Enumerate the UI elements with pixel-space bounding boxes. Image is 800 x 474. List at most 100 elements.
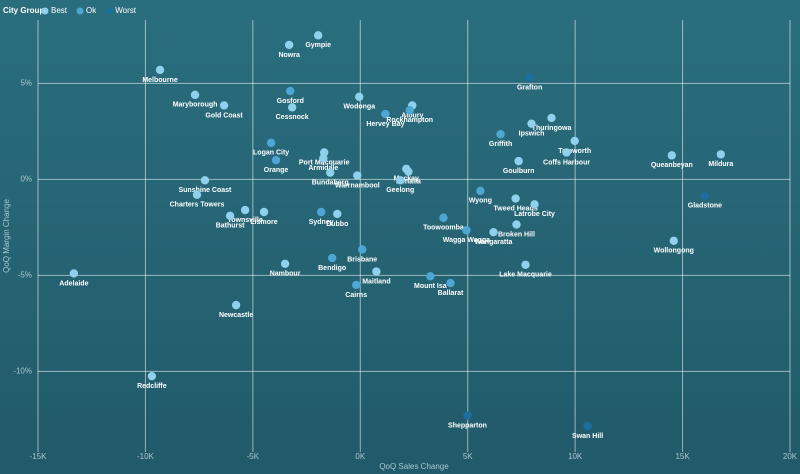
point — [396, 176, 405, 185]
point — [327, 253, 337, 263]
legend-marker — [76, 7, 84, 15]
point-label: Redcliffe — [137, 383, 167, 390]
x-tick-label: 20K — [783, 452, 798, 461]
point — [514, 156, 523, 166]
point — [372, 267, 381, 276]
point-label: Cairns — [345, 292, 367, 299]
point-label: Brisbane — [347, 256, 377, 263]
point-label: Gosford — [277, 98, 304, 105]
legend-label: Worst — [115, 6, 137, 15]
point — [404, 167, 413, 176]
point — [489, 227, 498, 237]
point-label: Warrnambool — [335, 182, 380, 189]
point-label: Bundaberg — [312, 179, 349, 186]
point — [266, 138, 276, 148]
point — [463, 411, 472, 420]
y-tick-label: -5% — [18, 270, 32, 279]
point — [284, 40, 294, 50]
point-label: Hervey Bay — [366, 121, 404, 128]
point-label: Wagga Wagga — [443, 237, 490, 244]
legend-label: Best — [51, 6, 68, 15]
point — [192, 190, 202, 199]
point — [530, 200, 539, 209]
x-tick-label: -10K — [137, 452, 155, 461]
point — [462, 226, 471, 235]
point-label: Thuringowa — [532, 125, 572, 132]
point-label: Gympie — [305, 42, 331, 49]
point-label: Benalla — [396, 179, 421, 186]
point-label: Latrobe City — [514, 211, 555, 218]
point-label: Cessnock — [276, 114, 309, 121]
y-tick-label: 5% — [20, 78, 32, 87]
x-tick-label: 0K — [355, 452, 365, 461]
point — [219, 101, 229, 110]
point-label: Toowoomba — [423, 225, 464, 232]
point — [381, 109, 390, 119]
point — [190, 90, 200, 100]
point — [355, 92, 364, 102]
point-label: Orange — [264, 167, 289, 174]
point-label: Nambour — [270, 271, 301, 278]
point-label: Lake Macquarie — [499, 272, 552, 279]
point-label: Lismore — [250, 219, 277, 226]
point-label: Swan Hill — [572, 433, 603, 440]
y-tick-label: -10% — [13, 366, 32, 375]
point — [155, 65, 165, 75]
x-tick-label: 10K — [568, 452, 583, 461]
x-tick-label: 5K — [463, 452, 473, 461]
point-label: Mount Isa — [414, 283, 447, 290]
point — [358, 245, 367, 254]
point-label: Charters Towers — [170, 202, 225, 209]
point — [562, 148, 571, 157]
point-label: Wyong — [469, 198, 492, 205]
point-label: Maitland — [362, 278, 390, 285]
point-label: Dubbo — [326, 221, 348, 228]
point-label: Wangaratta — [475, 239, 513, 246]
point-label: Gladstone — [688, 203, 722, 210]
point — [525, 73, 534, 82]
point — [583, 421, 592, 431]
point-label: Adelaide — [59, 280, 88, 287]
legend-title: City Group — [3, 6, 44, 15]
point-label: Wodonga — [343, 104, 375, 111]
point-label: Geelong — [386, 187, 414, 194]
point — [439, 213, 448, 222]
point-label: Broken Hill — [498, 231, 535, 238]
point — [353, 171, 362, 180]
point-label: Port Macquarie — [299, 159, 350, 166]
point — [446, 278, 455, 288]
point-label: Townsville — [227, 217, 262, 224]
point-label: Albury — [401, 112, 423, 119]
x-tick-label: -5K — [247, 452, 260, 461]
y-tick-label: 0% — [20, 174, 32, 183]
point-label: Queanbeyan — [651, 162, 693, 169]
point — [326, 168, 335, 177]
point — [225, 211, 235, 221]
point — [147, 371, 157, 381]
point-label: Bendigo — [318, 265, 346, 272]
point — [426, 272, 435, 281]
point-label: Rockhampton — [386, 117, 433, 124]
point-label: Nowra — [278, 52, 300, 59]
point-label: Newcastle — [219, 312, 253, 319]
point-label: Maryborough — [173, 102, 218, 109]
point — [280, 259, 290, 269]
point — [716, 150, 726, 159]
point — [669, 236, 678, 245]
point — [259, 207, 269, 217]
point-label: Ipswich — [519, 131, 545, 138]
point — [333, 209, 342, 219]
point-label: Gold Coast — [205, 112, 243, 119]
point-label: Tweed Heads — [494, 205, 538, 212]
point — [319, 154, 328, 163]
x-tick-label: 15K — [675, 452, 690, 461]
point-label: Mildura — [708, 161, 733, 168]
point-label: Sunshine Coast — [178, 187, 232, 194]
point-label: Sydney — [309, 219, 334, 226]
point — [496, 130, 505, 139]
point — [405, 106, 414, 115]
point — [287, 103, 297, 112]
point — [69, 269, 79, 278]
point-label: Melbourne — [142, 77, 177, 84]
